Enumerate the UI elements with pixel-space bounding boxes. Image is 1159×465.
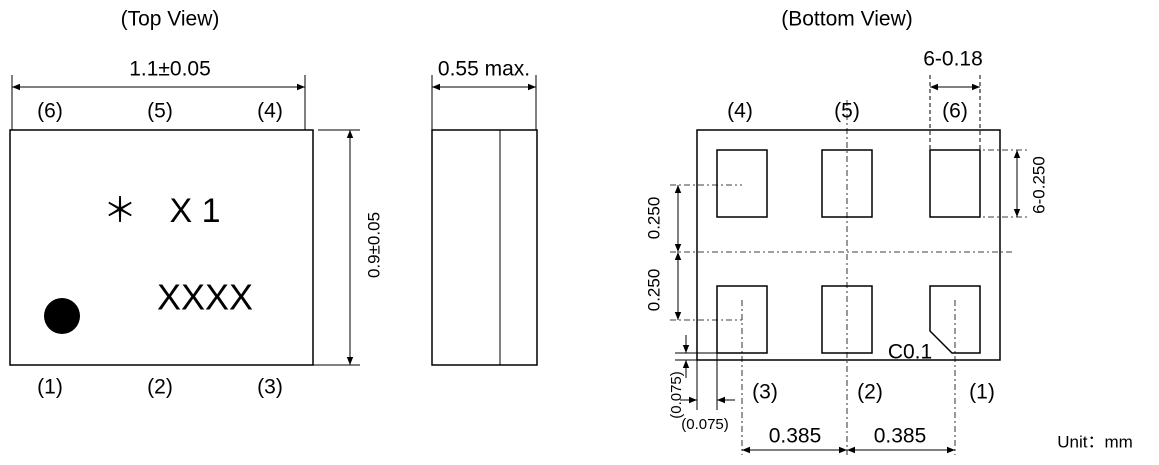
dimension: 1.1±0.05 [129,58,211,81]
pin-label: (5) [834,100,860,123]
pin-label: (6) [942,100,968,123]
pin-label: (3) [257,376,283,399]
pin-label: (2) [147,376,173,399]
dimension: 6-0.18 [923,48,983,71]
marking: XXXX [157,277,253,318]
dimension: 0.385 [874,425,927,448]
top-view: (Top View) 1.1±0.05 (6) (5) (4) ＊ X 1 XX… [9,8,383,399]
dimension: 0.55 max. [438,58,530,81]
dimension: 0.250 [644,269,663,312]
dimension: (0.075) [681,416,729,433]
side-view: 0.55 max. [431,58,538,366]
dimension: 0.9±0.05 [364,212,383,278]
dimension: 0.250 [644,197,663,240]
pin-label: (4) [727,100,753,123]
view-title: (Bottom View) [781,8,913,31]
dimension: 0.385 [769,425,822,448]
pin-label: (2) [857,381,883,404]
pin-label: (1) [969,381,995,404]
pin-label: (1) [37,376,63,399]
pin-label: (4) [257,100,283,123]
dimension: (0.075) [668,371,685,419]
view-title: (Top View) [121,8,220,31]
pin-label: (5) [147,100,173,123]
dimension: C0.1 [888,341,932,364]
marking: X 1 [169,192,220,230]
pin-label: (3) [752,381,778,404]
pin-label: (6) [37,100,63,123]
marking: ＊ [103,192,137,230]
dimension: 6-0.250 [1029,156,1048,214]
bottom-view: (Bottom View) 6-0.18 (4) (5) (6) 6-0.250… [644,8,1133,455]
unit: Unit：mm [1057,432,1133,451]
